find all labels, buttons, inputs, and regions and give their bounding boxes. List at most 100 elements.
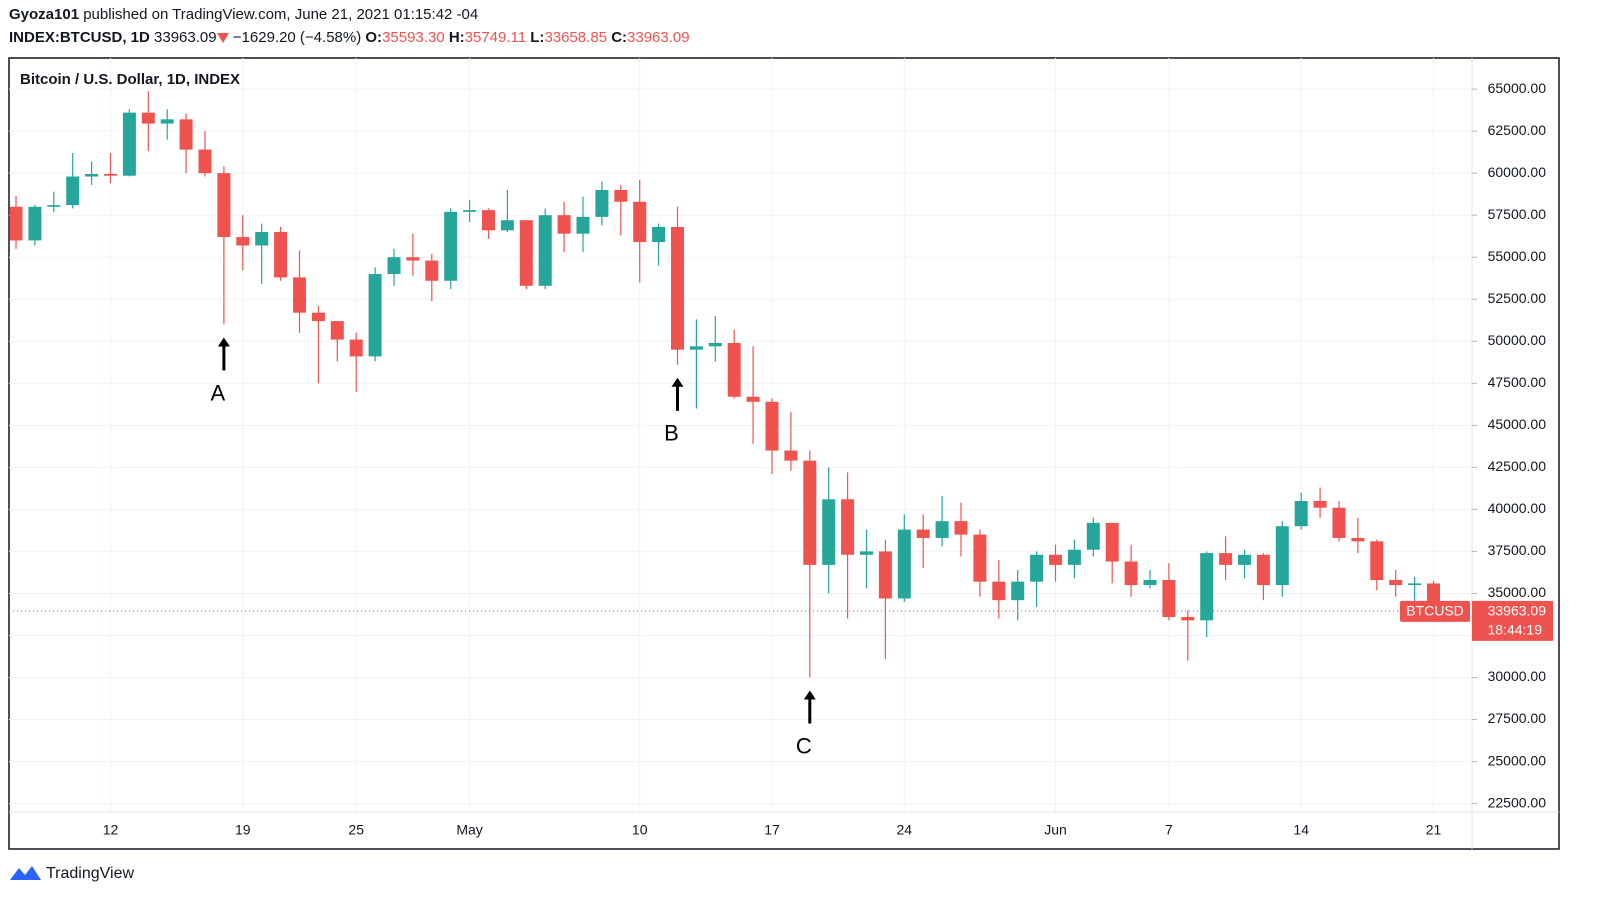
- y-tick-label: 27500.00: [1488, 710, 1547, 726]
- candle-body: [822, 499, 836, 565]
- y-tick-label: 62500.00: [1488, 122, 1547, 138]
- candle-body: [330, 321, 344, 340]
- x-tick-label: 19: [235, 822, 251, 838]
- candle-body: [1275, 526, 1289, 586]
- chart-frame: [8, 57, 1560, 850]
- x-tick-label: 24: [897, 822, 913, 838]
- y-tick-label: 35000.00: [1488, 584, 1547, 600]
- candle-body: [633, 201, 647, 243]
- symbol-tag-text: BTCUSD: [1406, 603, 1464, 619]
- candle-body: [85, 174, 99, 177]
- ohlc-value: 35749.11: [464, 29, 527, 46]
- candle-body: [576, 216, 590, 234]
- candle-body: [519, 220, 533, 286]
- candle-body: [727, 342, 741, 397]
- candle-body: [973, 534, 987, 582]
- price-tag-value: 33963.09: [1488, 603, 1547, 619]
- candle-body: [897, 529, 911, 599]
- candle-body: [217, 173, 231, 238]
- candle-body: [482, 210, 495, 231]
- candle-body: [444, 211, 458, 281]
- candle-body: [1030, 554, 1044, 582]
- candle-body: [1124, 561, 1138, 586]
- x-tick-label: 17: [764, 822, 780, 838]
- candle-body: [1162, 580, 1176, 617]
- y-tick-label: 22500.00: [1488, 794, 1547, 810]
- candle-body: [1332, 507, 1346, 538]
- candle-body: [1049, 554, 1062, 565]
- candle-body: [1086, 522, 1100, 550]
- candle-body: [387, 257, 401, 275]
- x-tick-label: 12: [103, 822, 119, 838]
- ohlc-key: H:: [448, 29, 465, 46]
- candle-body: [28, 206, 42, 241]
- annotation: A: [211, 380, 226, 405]
- brand: TradingView: [46, 865, 134, 882]
- candle-body: [1294, 500, 1308, 527]
- y-tick-label: 50000.00: [1488, 332, 1547, 348]
- candle-body: [311, 312, 325, 322]
- publish-line: Gyoza101 published on TradingView.com, J…: [9, 6, 478, 23]
- candle-body: [274, 232, 288, 278]
- annotation: C: [796, 733, 812, 758]
- candle-body: [708, 342, 722, 347]
- x-tick-label: 21: [1426, 822, 1442, 838]
- y-tick-label: 30000.00: [1488, 668, 1547, 684]
- candle-body: [746, 396, 760, 402]
- candle-body: [406, 257, 420, 261]
- candle-body: [66, 176, 80, 206]
- candle-body: [557, 215, 571, 234]
- chart-title: Bitcoin / U.S. Dollar, 1D, INDEX: [20, 71, 240, 88]
- candle-body: [293, 277, 306, 313]
- candle-body: [1181, 616, 1195, 621]
- brand-logo: [10, 866, 41, 880]
- y-tick-label: 47500.00: [1488, 374, 1547, 390]
- x-tick-label: May: [456, 822, 482, 838]
- candle-body: [1200, 553, 1214, 621]
- candle-body: [689, 346, 703, 350]
- y-tick-label: 40000.00: [1488, 500, 1547, 516]
- candle-body: [198, 149, 212, 174]
- x-tick-label: Jun: [1044, 822, 1067, 838]
- candle-body: [236, 237, 250, 246]
- y-tick-label: 42500.00: [1488, 458, 1547, 474]
- price: 33963.09: [154, 29, 217, 46]
- candle-body: [803, 460, 817, 565]
- candle-body: [784, 450, 798, 461]
- candle-body: [160, 119, 174, 124]
- y-tick-label: 65000.00: [1488, 80, 1547, 96]
- candle-body: [179, 119, 193, 150]
- candle-body: [349, 339, 363, 357]
- candle-body: [954, 521, 968, 535]
- candle-body: [1105, 522, 1119, 562]
- price-tag: [1472, 600, 1553, 641]
- candle-body: [1219, 553, 1233, 565]
- candle-body: [500, 220, 514, 231]
- candle-body: [255, 232, 269, 246]
- symbol: INDEX:BTCUSD, 1D: [9, 29, 150, 46]
- candle-body: [1313, 500, 1327, 508]
- candle-body: [841, 499, 855, 555]
- candle-body: [1011, 581, 1025, 601]
- candle-body: [671, 226, 684, 350]
- candle-body: [935, 521, 949, 538]
- candle-body: [652, 226, 666, 243]
- author: Gyoza101: [9, 6, 80, 23]
- candle-body: [916, 529, 930, 538]
- annotation: B: [664, 421, 679, 446]
- candle-body: [368, 274, 382, 357]
- candle-body: [1370, 541, 1384, 580]
- x-tick-label: 7: [1165, 822, 1173, 838]
- ohlc-key: C:: [611, 29, 628, 46]
- y-tick-label: 60000.00: [1488, 164, 1547, 180]
- ohlc-value: 33963.09: [627, 29, 690, 46]
- candle-body: [104, 174, 117, 176]
- y-tick-label: 37500.00: [1488, 542, 1547, 558]
- candle-body: [47, 205, 61, 207]
- y-tick-label: 45000.00: [1488, 416, 1547, 432]
- price-tag-countdown: 18:44:19: [1488, 622, 1543, 638]
- candle-body: [765, 401, 779, 451]
- candle-body: [1389, 580, 1403, 586]
- published: published on TradingView.com, June 21, 2…: [83, 6, 479, 23]
